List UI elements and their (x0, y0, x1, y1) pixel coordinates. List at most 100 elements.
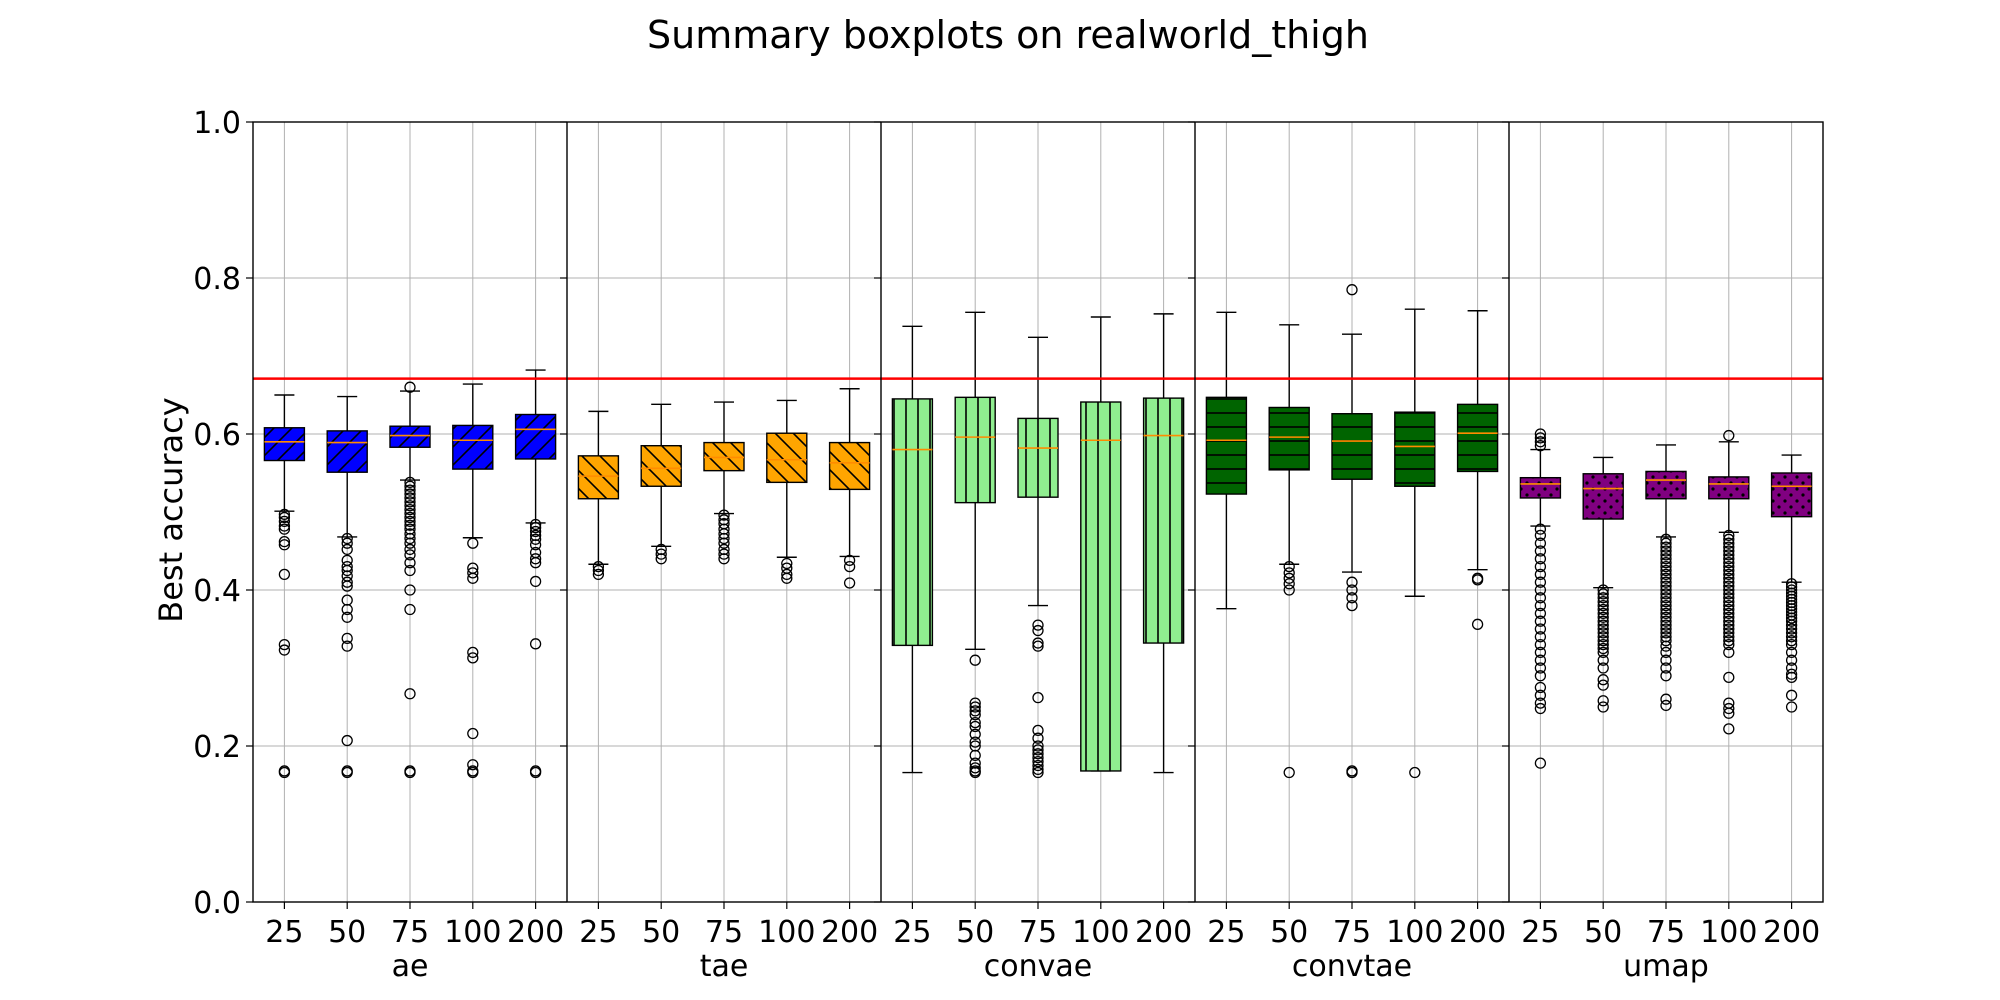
outlier-point (1660, 640, 1672, 652)
box-convae-100: 100 (1072, 316, 1129, 950)
x-tick-label: 25 (265, 915, 303, 950)
x-tick-label: 25 (579, 915, 617, 950)
outlier-point (1032, 744, 1044, 756)
outlier-point (341, 640, 353, 652)
outlier-point (969, 728, 981, 740)
box-hatch (514, 413, 557, 460)
outlier-point (341, 543, 353, 556)
outlier-point (1785, 701, 1798, 713)
outlier-point (1785, 619, 1798, 631)
outlier-point (341, 603, 353, 616)
outlier-point (1723, 529, 1735, 542)
outlier-point (592, 564, 605, 577)
outlier-point (1723, 580, 1735, 592)
outlier-point (1534, 553, 1547, 565)
outlier-point (1597, 679, 1609, 691)
box-umap-200: 200 (1763, 454, 1820, 950)
outlier-point (1534, 592, 1547, 604)
outlier-point (1534, 697, 1547, 709)
box-hatch (1331, 413, 1373, 480)
outlier-point (1785, 623, 1798, 635)
outlier-point (1597, 674, 1609, 686)
outlier-point (1723, 615, 1735, 627)
outlier-point (1534, 545, 1547, 557)
outlier-point (404, 564, 416, 577)
outlier-point (969, 720, 981, 733)
outlier-point (1032, 763, 1044, 776)
plot-frame (252, 121, 1824, 903)
outlier-point (655, 548, 667, 560)
box-umap-100: 100 (1700, 429, 1757, 950)
outlier-point (1660, 603, 1672, 616)
y-tick-label: 1.0 (193, 106, 241, 141)
outlier-point (1723, 671, 1735, 684)
outlier-point (1785, 638, 1798, 651)
outlier-point (781, 572, 793, 584)
box-hatch (828, 441, 871, 491)
outlier-point (1597, 623, 1609, 635)
outlier-point (341, 734, 353, 747)
outlier-point (1597, 603, 1609, 616)
outlier-point (1723, 623, 1735, 635)
outlier-point (1785, 627, 1798, 639)
chart-title: Summary boxplots on realworld_thigh (647, 13, 1369, 57)
outlier-point (1534, 584, 1547, 596)
box-ae-200: 200 (507, 369, 564, 950)
x-tick-label: 75 (1333, 915, 1371, 950)
outlier-point (278, 511, 291, 524)
outlier-point (1660, 615, 1672, 627)
outlier-point (1597, 599, 1609, 612)
outlier-point (404, 519, 416, 531)
outlier-point (1660, 654, 1672, 666)
outlier-point (467, 727, 479, 740)
outlier-point (1032, 619, 1044, 631)
box-ae-75: 75 (389, 381, 431, 950)
group-label-convtae: convtae (1292, 949, 1412, 984)
box-hatch (640, 445, 682, 487)
x-tick-label: 75 (1019, 915, 1057, 950)
outlier-point (1660, 564, 1672, 577)
box-hatch (1017, 417, 1059, 498)
outlier-point (1660, 541, 1672, 553)
outlier-point (341, 576, 353, 588)
box-ae-50: 50 (326, 395, 368, 950)
outlier-point (1723, 576, 1735, 588)
outlier-point (1660, 693, 1672, 705)
outlier-point (718, 509, 730, 521)
x-tick-label: 200 (507, 915, 564, 950)
outlier-point (1471, 618, 1484, 630)
x-tick-label: 75 (1647, 915, 1685, 950)
box-convtae-100: 100 (1386, 308, 1443, 950)
outlier-point (1032, 640, 1044, 652)
outlier-point (1534, 529, 1547, 542)
outlier-point (467, 766, 479, 779)
x-tick-label: 50 (1270, 915, 1308, 950)
outlier-point (1660, 599, 1672, 612)
outlier-point (404, 496, 416, 508)
box-convae-75: 75 (1017, 336, 1059, 950)
x-tick-label: 100 (758, 915, 815, 950)
y-tick-label: 0.6 (193, 418, 241, 453)
outlier-point (1660, 553, 1672, 565)
outlier-point (1660, 572, 1672, 584)
outlier-point (1346, 576, 1358, 588)
outlier-point (969, 697, 981, 709)
group-tae: 25 50 75 100 200 tae (577, 122, 878, 984)
outlier-point (341, 766, 353, 779)
outlier-point (1723, 553, 1735, 565)
outlier-point (467, 652, 479, 664)
outlier-point (1597, 631, 1609, 643)
box-tae-100: 100 (758, 399, 815, 950)
outlier-point (1785, 612, 1798, 624)
outlier-point (1785, 646, 1798, 659)
outlier-point (1597, 607, 1609, 620)
outlier-point (1723, 541, 1735, 553)
outlier-point (529, 553, 542, 565)
group-label-convae: convae (984, 949, 1092, 984)
group-label-tae: tae (700, 949, 749, 984)
outlier-point (1534, 537, 1547, 549)
outlier-point (1283, 766, 1295, 779)
outlier-point (1534, 607, 1547, 620)
outlier-point (404, 603, 416, 616)
